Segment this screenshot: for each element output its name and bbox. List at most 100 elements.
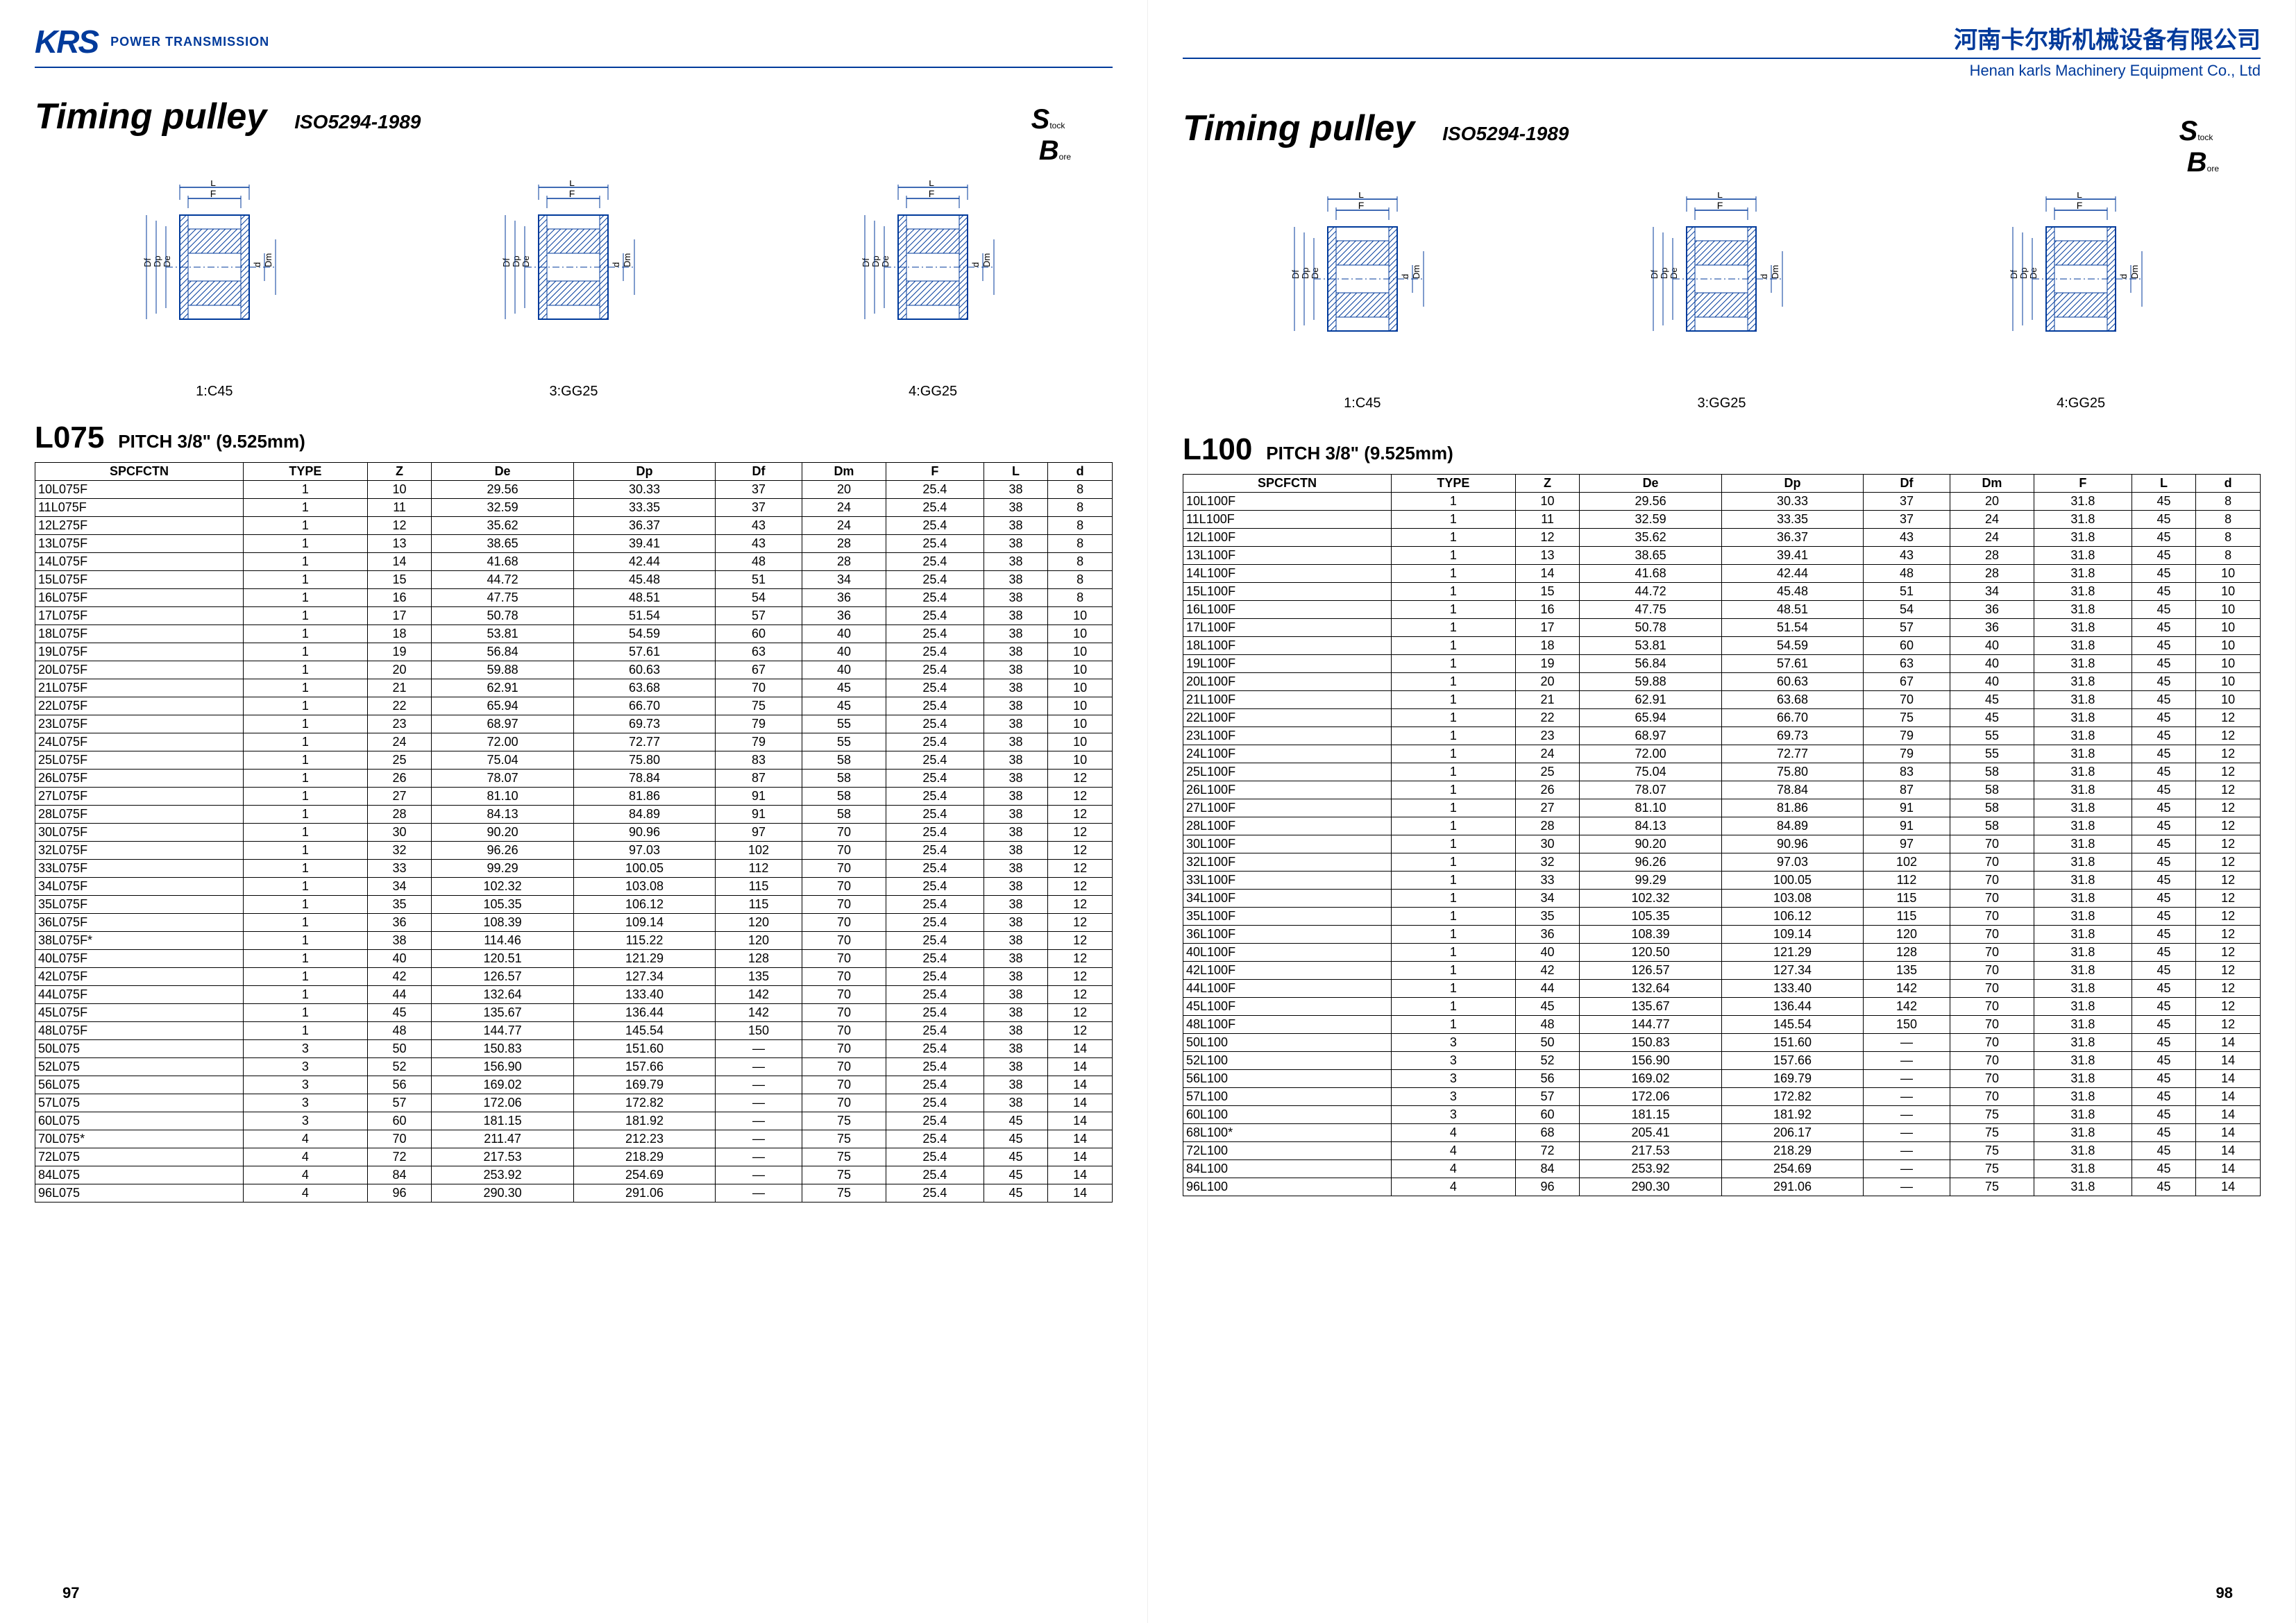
svg-text:F: F bbox=[569, 188, 575, 199]
col-header: L bbox=[984, 463, 1048, 481]
cell: 45 bbox=[2132, 926, 2196, 944]
svg-text:d: d bbox=[1400, 274, 1410, 279]
table-row: 19L100F11956.8457.61634031.84510 bbox=[1183, 655, 2261, 673]
cell: 14 bbox=[2196, 1034, 2261, 1052]
cell: 19L075F bbox=[35, 643, 244, 661]
cell: 16L075F bbox=[35, 589, 244, 607]
cell: 12 bbox=[2196, 944, 2261, 962]
cell: 60 bbox=[1515, 1106, 1580, 1124]
cell: 102 bbox=[1864, 853, 1950, 872]
cell: 144.77 bbox=[432, 1022, 573, 1040]
cell: 172.06 bbox=[1580, 1088, 1721, 1106]
cell: 105.35 bbox=[432, 896, 573, 914]
pulley-diagram: L F Df Dp De d Dm 3:GG25 bbox=[497, 180, 650, 400]
cell: 16 bbox=[1515, 601, 1580, 619]
cell: 1 bbox=[1391, 583, 1515, 601]
cell: 12 bbox=[2196, 890, 2261, 908]
cell: 12 bbox=[1048, 788, 1113, 806]
cell: 70 bbox=[1950, 908, 2034, 926]
cell: 40 bbox=[1950, 673, 2034, 691]
cell: 43 bbox=[1864, 529, 1950, 547]
cell: 10 bbox=[2196, 637, 2261, 655]
table-row: 84L075484253.92254.69—7525.44514 bbox=[35, 1166, 1113, 1184]
cell: 70 bbox=[1950, 926, 2034, 944]
table-row: 12L100F11235.6236.37432431.8458 bbox=[1183, 529, 2261, 547]
cell: 25.4 bbox=[886, 499, 984, 517]
cell: 25.4 bbox=[886, 770, 984, 788]
cell: 97 bbox=[716, 824, 802, 842]
table-row: 40L075F140120.51121.291287025.43812 bbox=[35, 950, 1113, 968]
cell: 12 bbox=[1048, 824, 1113, 842]
cell: 31.8 bbox=[2034, 926, 2132, 944]
cell: 38 bbox=[984, 788, 1048, 806]
cell: 120 bbox=[716, 932, 802, 950]
cell: 8 bbox=[1048, 499, 1113, 517]
cell: 67 bbox=[1864, 673, 1950, 691]
cell: 1 bbox=[1391, 745, 1515, 763]
cell: 58 bbox=[1950, 763, 2034, 781]
cell: — bbox=[716, 1130, 802, 1148]
table-row: 34L075F134102.32103.081157025.43812 bbox=[35, 878, 1113, 896]
cell: 1 bbox=[1391, 727, 1515, 745]
cell: 1 bbox=[1391, 853, 1515, 872]
svg-text:F: F bbox=[1717, 200, 1723, 211]
cell: 18 bbox=[367, 625, 432, 643]
cell: 1 bbox=[243, 824, 367, 842]
cell: 50 bbox=[367, 1040, 432, 1058]
table-row: 15L075F11544.7245.48513425.4388 bbox=[35, 571, 1113, 589]
cell: 35L075F bbox=[35, 896, 244, 914]
svg-text:d: d bbox=[2118, 274, 2129, 279]
cell: 51 bbox=[1864, 583, 1950, 601]
cell: 10 bbox=[1048, 733, 1113, 751]
cell: 25.4 bbox=[886, 643, 984, 661]
cell: 36L075F bbox=[35, 914, 244, 932]
svg-text:Df: Df bbox=[1290, 270, 1301, 279]
right-page: 河南卡尔斯机械设备有限公司 Henan karls Machinery Equi… bbox=[1148, 0, 2296, 1623]
cell: 1 bbox=[243, 914, 367, 932]
cell: 145.54 bbox=[573, 1022, 715, 1040]
col-header: De bbox=[432, 463, 573, 481]
cell: 1 bbox=[243, 860, 367, 878]
cell: 31.8 bbox=[2034, 872, 2132, 890]
cell: 12 bbox=[1048, 1022, 1113, 1040]
cell: 31.8 bbox=[2034, 1088, 2132, 1106]
cell: 8 bbox=[1048, 517, 1113, 535]
cell: 96 bbox=[367, 1184, 432, 1203]
diagram-label: 1:C45 bbox=[1286, 396, 1439, 411]
cell: 120 bbox=[1864, 926, 1950, 944]
cell: 38.65 bbox=[1580, 547, 1721, 565]
cell: 38 bbox=[984, 1004, 1048, 1022]
cell: 90.20 bbox=[1580, 835, 1721, 853]
cell: 75.04 bbox=[432, 751, 573, 770]
cell: 51 bbox=[716, 571, 802, 589]
cell: 81.10 bbox=[1580, 799, 1721, 817]
cell: 17L100F bbox=[1183, 619, 1392, 637]
table-row: 25L100F12575.0475.80835831.84512 bbox=[1183, 763, 2261, 781]
cell: 70 bbox=[1864, 691, 1950, 709]
diagram-label: 4:GG25 bbox=[856, 384, 1009, 400]
table-row: 52L075352156.90157.66—7025.43814 bbox=[35, 1058, 1113, 1076]
cell: 136.44 bbox=[573, 1004, 715, 1022]
table-row: 26L075F12678.0778.84875825.43812 bbox=[35, 770, 1113, 788]
cell: 31.8 bbox=[2034, 619, 2132, 637]
cell: 45 bbox=[802, 697, 886, 715]
cell: 44 bbox=[367, 986, 432, 1004]
cell: 54 bbox=[716, 589, 802, 607]
cell: 45 bbox=[2132, 1160, 2196, 1178]
cell: 66.70 bbox=[573, 697, 715, 715]
svg-text:Dp: Dp bbox=[870, 255, 881, 267]
cell: 31.8 bbox=[2034, 637, 2132, 655]
cell: 29.56 bbox=[1580, 493, 1721, 511]
cell: 43 bbox=[716, 517, 802, 535]
cell: 36 bbox=[1950, 619, 2034, 637]
cell: 1 bbox=[243, 806, 367, 824]
cell: 59.88 bbox=[432, 661, 573, 679]
col-header: d bbox=[1048, 463, 1113, 481]
cell: 133.40 bbox=[573, 986, 715, 1004]
cell: 12 bbox=[1048, 770, 1113, 788]
col-header: Df bbox=[1864, 475, 1950, 493]
cell: 31.8 bbox=[2034, 1052, 2132, 1070]
cell: 55 bbox=[802, 733, 886, 751]
cell: 8 bbox=[2196, 511, 2261, 529]
cell: 68.97 bbox=[1580, 727, 1721, 745]
